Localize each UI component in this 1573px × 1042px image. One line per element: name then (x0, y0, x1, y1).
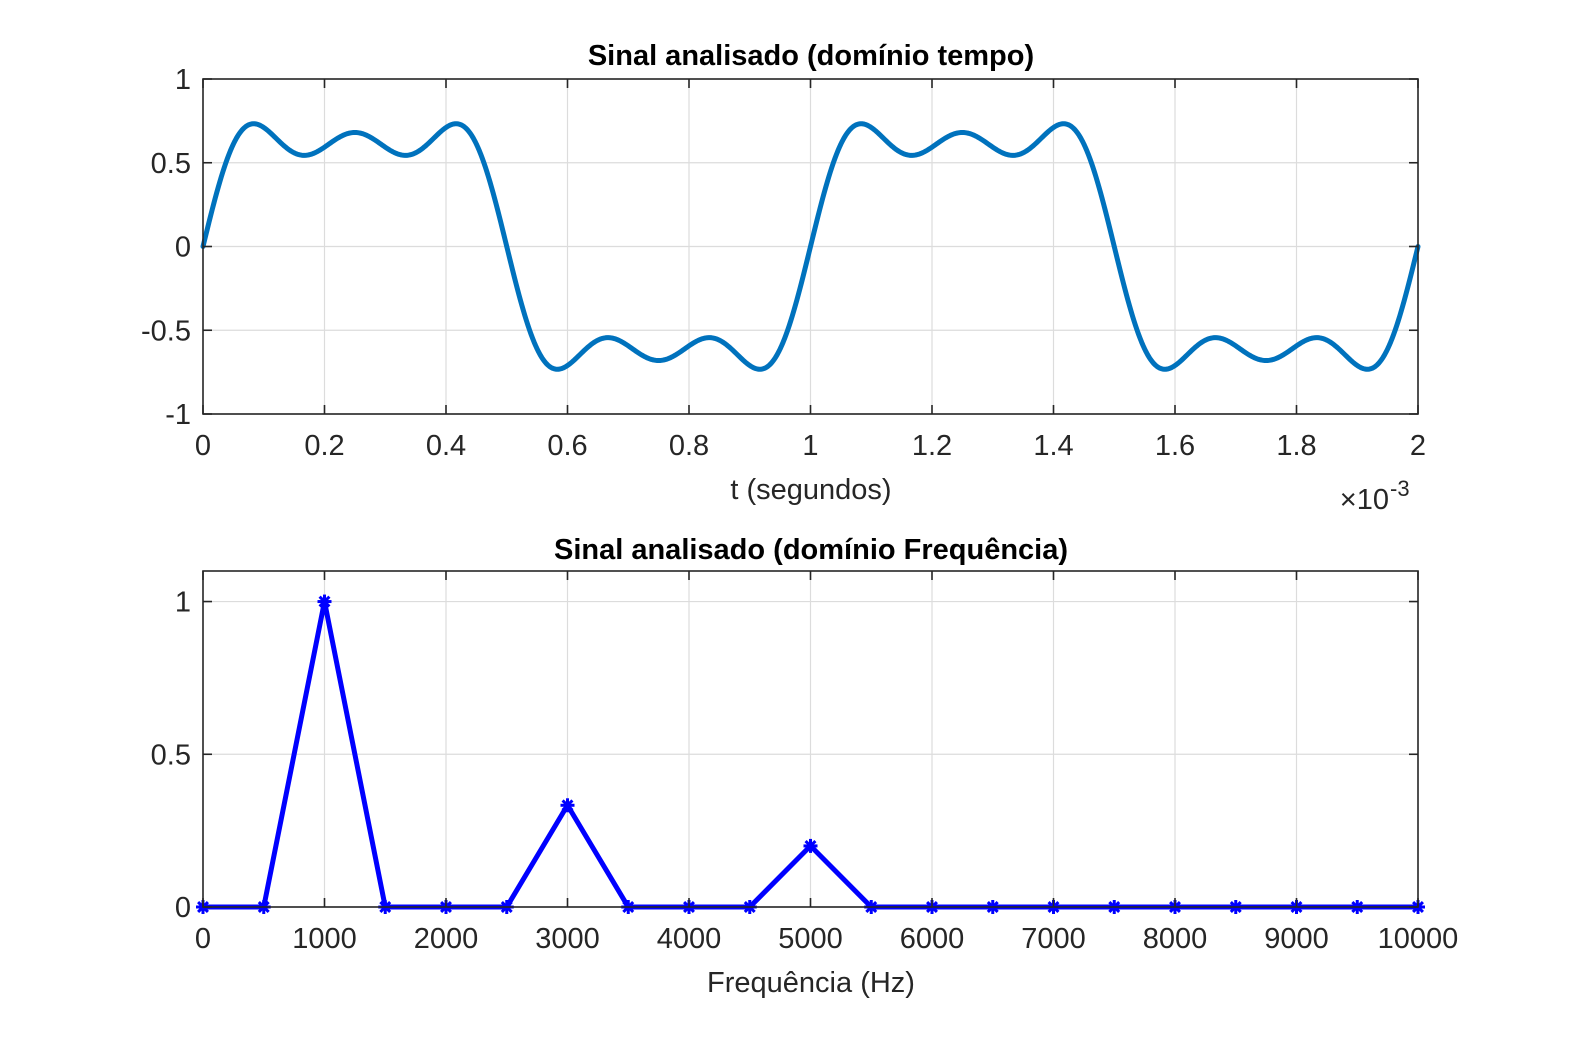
x-tick-label: 0.4 (426, 430, 466, 462)
x-tick-label: 0 (195, 430, 211, 462)
y-tick-label: 0 (175, 232, 191, 264)
x-tick-label: 0 (195, 923, 211, 955)
x-tick-label: 2000 (414, 923, 479, 955)
x-axis-label: t (segundos) (730, 474, 891, 506)
x-tick-label: 4000 (657, 923, 722, 955)
x-tick-label: 0.2 (304, 430, 344, 462)
x-tick-label: 0.6 (547, 430, 587, 462)
y-tick-label: 0.5 (151, 739, 191, 771)
x-tick-label: 5000 (778, 923, 843, 955)
x-tick-label: 8000 (1143, 923, 1208, 955)
series-layer (200, 121, 1421, 372)
x-tick-label: 1.2 (912, 430, 952, 462)
x-tick-label: 10000 (1378, 923, 1459, 955)
x-axis-label: Frequência (Hz) (707, 967, 915, 999)
chart-title: Sinal analisado (domínio Frequência) (554, 534, 1068, 566)
tick-layer: 0 1000 2000 3000 4000 5000 6000 7000 8000 9000 100… (151, 571, 1459, 955)
x-tick-label: 1.6 (1155, 430, 1195, 462)
x-exponent-power: -3 (1390, 476, 1410, 501)
y-tick-label: 1 (175, 64, 191, 96)
time-domain-axes: Sinal analisado (domínio tempo) 0 0.2 0.4 0… (141, 40, 1426, 516)
chart-title: Sinal analisado (domínio tempo) (588, 40, 1034, 72)
data-point (803, 838, 818, 853)
x-tick-label: 1.8 (1276, 430, 1316, 462)
y-tick-label: 1 (175, 587, 191, 619)
x-tick-label: 9000 (1264, 923, 1329, 955)
y-tick-label: -1 (165, 399, 191, 431)
x-tick-label: 3000 (535, 923, 600, 955)
x-tick-label: 7000 (1021, 923, 1086, 955)
frequency-domain-axes: Sinal analisado (domínio Frequência) 0 10… (151, 534, 1459, 999)
x-tick-label: 1.4 (1033, 430, 1073, 462)
tick-layer: 0 0.2 0.4 0.6 0.8 1 1.2 1.4 1.6 1.8 2 -1 -0.5 0 0.5 1 (141, 64, 1426, 462)
x-exponent-label: ×10 -3 (1340, 476, 1410, 516)
x-exponent-base: ×10 (1340, 484, 1389, 516)
data-point (560, 798, 575, 813)
y-tick-label: 0 (175, 892, 191, 924)
x-tick-label: 6000 (900, 923, 965, 955)
x-tick-label: 1000 (292, 923, 357, 955)
x-tick-label: 0.8 (669, 430, 709, 462)
data-point (317, 594, 332, 609)
x-tick-label: 1 (802, 430, 818, 462)
series-line (200, 121, 1421, 372)
y-tick-label: -0.5 (141, 315, 191, 347)
y-tick-label: 0.5 (151, 148, 191, 180)
x-tick-label: 2 (1410, 430, 1426, 462)
